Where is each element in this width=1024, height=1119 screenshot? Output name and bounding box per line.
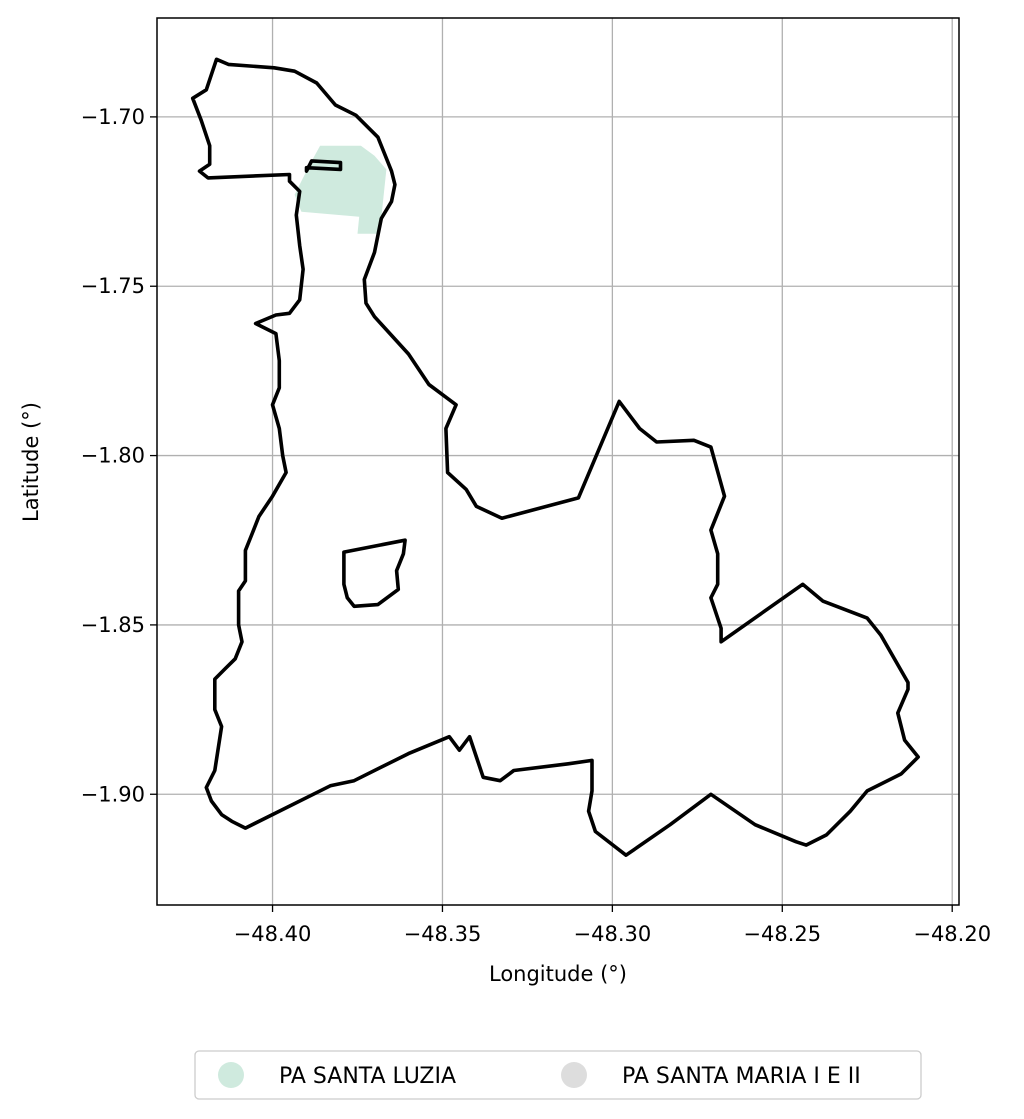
y-tick-label: −1.80 bbox=[81, 444, 145, 468]
legend-label-santa-maria: PA SANTA MARIA I E II bbox=[622, 1064, 861, 1089]
y-axis-label: Latitude (°) bbox=[19, 402, 43, 522]
legend-marker-santa-luzia bbox=[218, 1062, 244, 1088]
region-boundary-pa-santa-maria-i-e-ii bbox=[190, 57, 920, 857]
x-tick-label: −48.25 bbox=[743, 922, 821, 946]
axis-ticks: −48.40 −48.35 −48.30 −48.25 −48.20 −1.70 −1.75… bbox=[81, 105, 991, 946]
y-tick-label: −1.85 bbox=[81, 613, 145, 637]
grid bbox=[157, 18, 959, 905]
y-tick-label: −1.70 bbox=[81, 105, 145, 129]
x-tick-label: −48.35 bbox=[404, 922, 482, 946]
legend: PA SANTA LUZIA PA SANTA MARIA I E II bbox=[194, 1050, 922, 1100]
legend-label-santa-luzia: PA SANTA LUZIA bbox=[279, 1064, 456, 1089]
plot-frame bbox=[156, 17, 960, 906]
x-axis-label: Longitude (°) bbox=[489, 962, 627, 986]
y-tick-label: −1.75 bbox=[81, 274, 145, 298]
region-pa-santa-luzia bbox=[294, 145, 387, 234]
x-tick-label: −48.20 bbox=[913, 922, 991, 946]
x-tick-label: −48.40 bbox=[234, 922, 312, 946]
x-tick-label: −48.30 bbox=[574, 922, 652, 946]
y-tick-label: −1.90 bbox=[81, 782, 145, 806]
map-data bbox=[190, 57, 920, 857]
legend-marker-santa-maria bbox=[561, 1062, 587, 1088]
legend-frame bbox=[194, 1050, 922, 1100]
